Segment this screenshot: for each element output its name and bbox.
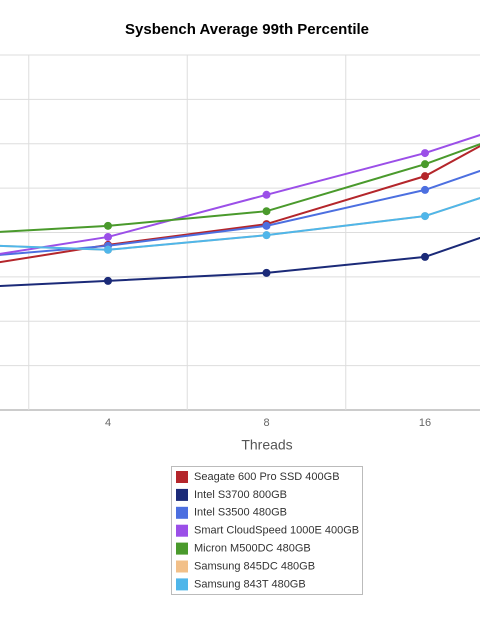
legend-label: Seagate 600 Pro SSD 400GB <box>194 471 340 483</box>
series-line <box>0 236 480 288</box>
data-point <box>262 190 271 199</box>
legend-swatch <box>176 506 188 519</box>
series-line <box>0 197 480 251</box>
legend-label: Samsung 845DC 480GB <box>194 560 315 572</box>
legend-swatch <box>176 578 188 591</box>
legend-label: Intel S3500 480GB <box>194 507 287 519</box>
legend-box <box>171 466 363 595</box>
data-point <box>421 160 429 169</box>
data-point <box>262 207 271 216</box>
data-point <box>104 276 112 285</box>
data-point <box>104 232 112 241</box>
data-point <box>421 149 429 158</box>
series-line <box>0 169 480 256</box>
legend-swatch <box>176 488 188 501</box>
data-point <box>104 221 112 230</box>
legend-swatch <box>176 560 188 573</box>
data-point <box>262 221 271 230</box>
data-point <box>421 185 429 194</box>
data-point <box>421 172 429 181</box>
data-point <box>421 212 429 221</box>
legend-label: Micron M500DC 480GB <box>194 543 311 555</box>
data-point <box>262 268 271 277</box>
data-point <box>421 252 429 261</box>
legend-swatch <box>176 542 188 555</box>
legend-label: Samsung 843T 480GB <box>194 578 306 590</box>
legend-swatch <box>176 524 188 537</box>
x-axis-title: Threads <box>241 437 292 453</box>
data-point <box>104 245 112 254</box>
legend-label: Smart CloudSpeed 1000E 400GB <box>194 525 359 537</box>
series-line <box>0 143 480 233</box>
chart-title: Sysbench Average 99th Percentile <box>125 21 369 38</box>
x-tick-label: 16 <box>419 417 431 429</box>
x-tick-label: 8 <box>263 417 269 429</box>
x-tick-label: 4 <box>105 417 111 429</box>
legend-label: Intel S3700 800GB <box>194 489 287 501</box>
legend-swatch <box>176 471 188 483</box>
data-point <box>262 231 271 240</box>
